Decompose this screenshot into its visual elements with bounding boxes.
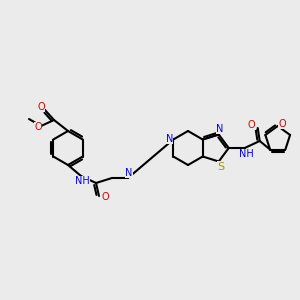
Text: N: N <box>166 134 173 143</box>
Text: O: O <box>101 192 109 202</box>
Text: O: O <box>248 120 256 130</box>
Text: N: N <box>216 124 224 134</box>
Text: N: N <box>125 168 133 178</box>
Text: NH: NH <box>239 149 254 159</box>
Text: O: O <box>279 119 286 129</box>
Text: O: O <box>34 122 42 132</box>
Text: NH: NH <box>75 176 89 186</box>
Text: O: O <box>37 102 45 112</box>
Text: S: S <box>217 161 224 172</box>
